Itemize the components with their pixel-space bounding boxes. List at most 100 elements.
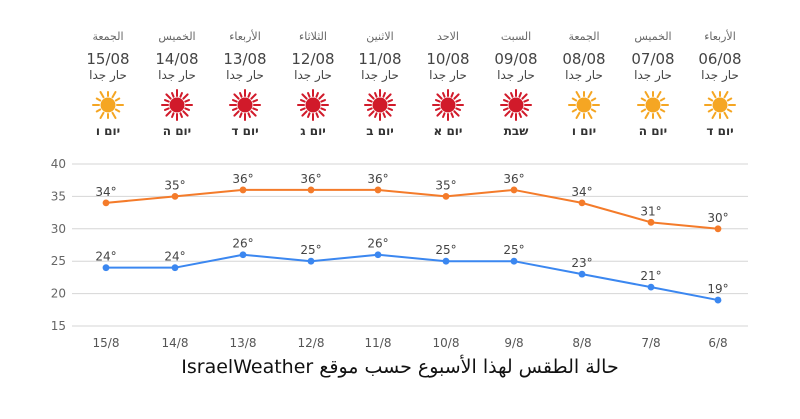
x-tick-label: 15/8 <box>93 336 120 350</box>
data-point <box>578 270 586 278</box>
data-label: 36° <box>367 172 388 186</box>
forecast-day: الاحد 10/08 حار جدا יום א <box>412 0 484 150</box>
x-tick-label: 10/8 <box>433 336 460 350</box>
data-label: 23° <box>571 256 592 270</box>
hebrew-day-label: יום ו <box>571 124 597 138</box>
data-point <box>239 251 247 259</box>
hot-sun-icon <box>229 89 261 121</box>
sun-icon <box>92 89 124 121</box>
hebrew-day-label: יום ג <box>300 124 326 138</box>
data-point <box>102 264 110 272</box>
data-point <box>647 218 655 226</box>
condition-label: حار جدا <box>429 68 467 82</box>
hebrew-day-label: יום ו <box>95 124 121 138</box>
y-tick-label: 35 <box>51 189 66 203</box>
hebrew-day-label: יום ד <box>706 124 734 138</box>
forecast-day: الاثنين 11/08 حار جدا יום ב <box>344 0 416 150</box>
data-label: 24° <box>164 250 185 264</box>
data-label: 34° <box>571 185 592 199</box>
date-label: 09/08 <box>494 50 538 68</box>
condition-label: حار جدا <box>701 68 739 82</box>
forecast-day: الخميس 14/08 حار جدا יום ה <box>141 0 213 150</box>
y-tick-label: 40 <box>51 157 66 171</box>
hebrew-day-label: יום ה <box>162 124 192 138</box>
data-point <box>374 251 382 259</box>
y-tick-label: 25 <box>51 254 66 268</box>
date-label: 08/08 <box>562 50 606 68</box>
y-tick-label: 15 <box>51 319 66 333</box>
data-label: 36° <box>232 172 253 186</box>
condition-label: حار جدا <box>497 68 535 82</box>
x-tick-label: 6/8 <box>708 336 727 350</box>
date-label: 14/08 <box>155 50 199 68</box>
data-label: 21° <box>640 269 661 283</box>
data-point <box>171 264 179 272</box>
hebrew-day-label: יום ד <box>231 124 259 138</box>
data-point <box>307 186 315 194</box>
x-tick-label: 8/8 <box>572 336 591 350</box>
low-temp-line <box>106 253 719 302</box>
data-point <box>714 225 722 233</box>
hebrew-day-label: יום ב <box>366 124 394 138</box>
x-tick-label: 9/8 <box>504 336 523 350</box>
hot-sun-icon <box>297 89 329 121</box>
data-point <box>442 257 450 265</box>
weekday-label: السبت <box>500 30 532 43</box>
data-point <box>102 199 110 207</box>
data-point <box>510 257 518 265</box>
hot-sun-icon <box>500 89 532 121</box>
hot-sun-icon <box>161 89 193 121</box>
date-label: 06/08 <box>698 50 742 68</box>
data-point <box>239 186 247 194</box>
x-tick-label: 14/8 <box>162 336 189 350</box>
condition-label: حار جدا <box>565 68 603 82</box>
date-label: 15/08 <box>86 50 130 68</box>
x-tick-label: 7/8 <box>641 336 660 350</box>
sun-icon <box>637 89 669 121</box>
date-label: 07/08 <box>631 50 675 68</box>
data-point <box>647 283 655 291</box>
forecast-day: السبت 09/08 حار جدا שבת <box>480 0 552 150</box>
data-point <box>171 193 179 200</box>
hot-sun-icon <box>364 89 396 121</box>
hebrew-day-label: יום ה <box>638 124 668 138</box>
data-label: 26° <box>367 237 388 251</box>
data-point <box>374 186 382 194</box>
data-label: 26° <box>232 237 253 251</box>
x-tick-label: 12/8 <box>298 336 325 350</box>
forecast-strip: الجمعة 15/08 حار جدا יום ו الخميس 14/08 حار جد… <box>0 0 800 150</box>
condition-label: حار جدا <box>89 68 127 82</box>
x-tick-label: 13/8 <box>230 336 257 350</box>
forecast-day: الأربعاء 06/08 حار جدا יום ד <box>684 0 756 150</box>
date-label: 13/08 <box>223 50 267 68</box>
condition-label: حار جدا <box>361 68 399 82</box>
data-point <box>510 186 518 194</box>
condition-label: حار جدا <box>226 68 264 82</box>
data-point <box>307 257 315 265</box>
data-label: 30° <box>707 211 728 225</box>
weekday-label: الثلاثاء <box>299 30 327 43</box>
date-label: 12/08 <box>291 50 335 68</box>
forecast-day: الأربعاء 13/08 حار جدا יום ד <box>209 0 281 150</box>
high-temp-line <box>105 188 719 230</box>
forecast-day: الخميس 07/08 حار جدا יום ה <box>617 0 689 150</box>
data-label: 34° <box>95 185 116 199</box>
weekday-label: الجمعة <box>568 30 600 43</box>
data-point <box>714 296 722 304</box>
data-point <box>578 199 586 207</box>
weekday-label: الخميس <box>634 30 672 43</box>
data-label: 24° <box>95 250 116 264</box>
weekday-label: الاثنين <box>366 30 394 43</box>
data-point <box>442 193 450 200</box>
sun-icon <box>704 89 736 121</box>
temperature-chart: 15 20 25 30 35 40 15/8 14/8 13/8 12/8 11/8 10/8 9/8 8… <box>51 157 748 350</box>
x-tick-label: 11/8 <box>365 336 392 350</box>
chart-caption: حالة الطقس لهذا الأسبوع حسب موقع IsraelW… <box>181 356 619 378</box>
condition-label: حار جدا <box>294 68 332 82</box>
hebrew-day-label: שבת <box>503 124 529 138</box>
data-label: 19° <box>707 282 728 296</box>
sun-icon <box>568 89 600 121</box>
data-label: 25° <box>300 243 321 257</box>
weekday-label: الاحد <box>437 30 459 43</box>
y-tick-label: 20 <box>51 287 66 301</box>
